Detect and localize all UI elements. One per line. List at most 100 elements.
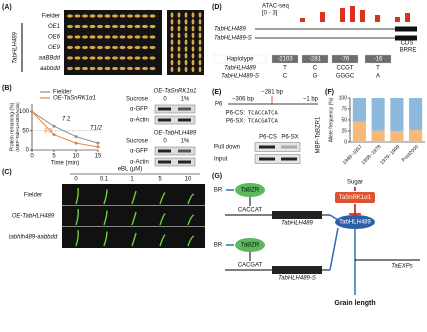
grain	[149, 35, 156, 39]
peak	[360, 10, 365, 22]
band	[281, 157, 297, 161]
table-cell: GGGC	[336, 74, 355, 80]
track-label: ATAC-seq	[262, 4, 289, 10]
grain	[127, 45, 133, 50]
grain	[112, 66, 118, 71]
peak	[375, 15, 380, 22]
y-axis-label: Protein remaining (%)	[9, 102, 15, 151]
dose-label: 5	[158, 177, 162, 183]
header-cell	[301, 54, 329, 64]
grain	[119, 24, 126, 29]
y-tick-label: 75	[341, 106, 347, 112]
grain	[170, 12, 174, 18]
grain	[149, 14, 156, 18]
header-cell	[271, 54, 299, 64]
grain	[134, 35, 141, 39]
y-tick-label: 50	[22, 128, 29, 134]
grain	[184, 46, 188, 52]
annotation: T1/2	[90, 126, 103, 132]
grain	[184, 19, 188, 25]
grain	[82, 14, 88, 18]
grain	[97, 24, 103, 29]
grain	[170, 46, 174, 52]
x-tick-label: 5	[52, 154, 56, 160]
y-tick-label: 100	[339, 95, 348, 101]
y-tick-label: 100	[19, 109, 30, 115]
grain	[82, 24, 88, 29]
grain	[74, 56, 81, 60]
table-header: -16	[374, 57, 383, 63]
y-axis-label: Allele frequency (%)	[328, 97, 334, 142]
grain	[191, 12, 195, 18]
dose-label: 0	[74, 177, 78, 183]
band	[281, 145, 297, 149]
row-label: OE6	[48, 35, 61, 41]
seq-name: P6-SX:	[226, 119, 245, 125]
dose-label: 0.1	[100, 177, 109, 183]
leaf	[75, 229, 79, 247]
leaf	[75, 208, 79, 226]
grain	[134, 45, 141, 50]
grain	[177, 53, 181, 59]
node-shape	[235, 183, 265, 197]
grain	[67, 35, 73, 39]
peak	[405, 13, 410, 22]
grain	[184, 12, 188, 18]
table-cell: T	[283, 66, 287, 72]
position-label: −1 bp	[303, 97, 319, 103]
peak	[395, 17, 400, 22]
x-axis-label: Time (min)	[51, 161, 79, 167]
row-label: aabbdd	[40, 66, 61, 72]
grain	[97, 35, 103, 39]
point	[96, 141, 100, 145]
header-cell	[213, 54, 267, 64]
node: TaBZR	[241, 243, 260, 249]
panel-label: (B)	[2, 85, 12, 92]
leaf	[103, 231, 108, 247]
grain	[149, 24, 156, 29]
cds	[395, 35, 417, 41]
row-label: Pull down	[214, 145, 240, 151]
grain	[82, 35, 88, 39]
blot-title: OE-TaSnRK1α1	[154, 89, 197, 95]
protein-label: MBP-TaBZR1	[316, 116, 322, 153]
grain	[191, 53, 195, 59]
row-label: OE9	[48, 45, 61, 51]
grain	[97, 66, 103, 71]
node: TaSnRK1α1	[339, 195, 372, 201]
gene-label: TabHLH489	[214, 27, 246, 33]
point	[30, 110, 34, 114]
grain	[112, 24, 118, 29]
grain	[127, 14, 133, 18]
peak	[320, 12, 325, 22]
lane-label: P6-SX	[281, 135, 298, 141]
node: Grain length	[334, 300, 375, 307]
node-shape	[335, 215, 375, 229]
row-label: Input	[214, 157, 228, 163]
gene-label: TabHLH489-S	[214, 36, 252, 42]
grain	[177, 59, 181, 66]
grain	[134, 56, 141, 60]
grain	[191, 19, 195, 25]
band	[178, 160, 191, 164]
grain	[134, 66, 141, 71]
grain	[142, 24, 148, 29]
grain	[170, 19, 174, 25]
grain	[74, 14, 81, 18]
bar-segment	[390, 98, 404, 131]
grain	[198, 66, 202, 73]
band	[158, 160, 171, 164]
treatment-label: Sucrose	[126, 139, 149, 145]
blot	[154, 146, 196, 156]
node: TabHLH489	[339, 220, 371, 226]
band	[178, 107, 191, 111]
grain	[89, 14, 96, 18]
grain	[142, 45, 148, 50]
band	[158, 118, 171, 122]
legend-label: Fielder	[53, 90, 71, 96]
grain	[89, 45, 96, 50]
grain	[177, 66, 181, 73]
grain	[191, 25, 195, 32]
row-label: OE-TabHLH489	[12, 214, 55, 220]
grain	[198, 39, 202, 45]
